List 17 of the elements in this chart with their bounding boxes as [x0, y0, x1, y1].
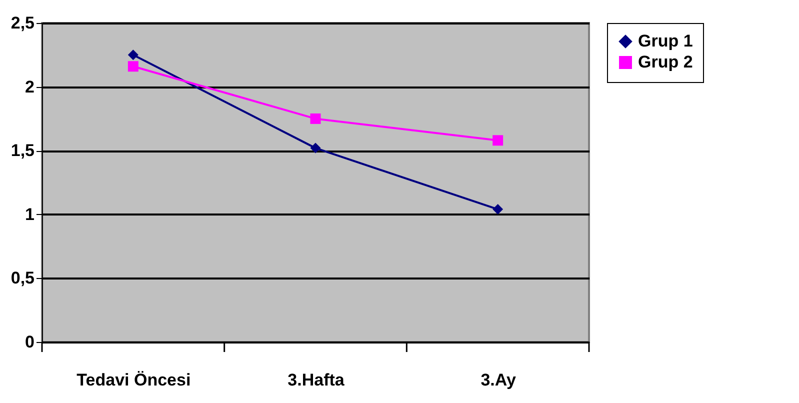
x-tick-label: 3.Ay [480, 370, 517, 390]
y-tick-label: 1 [25, 204, 34, 224]
point [310, 142, 321, 154]
point [128, 61, 138, 72]
point [128, 50, 138, 60]
legend-label: Grup 1 [638, 32, 693, 50]
point [492, 204, 504, 215]
y-tick-label: 2 [25, 77, 34, 96]
y-tick-label: 2,5 [10, 14, 34, 32]
legend-label: Grup 2 [638, 52, 693, 72]
y-tick-label: 0,5 [10, 268, 34, 288]
point [310, 113, 321, 124]
x-tick-label: Tedavi Öncesi [76, 370, 191, 390]
x-tick-label: 3.Hafta [288, 370, 345, 390]
y-tick-label: 0 [25, 332, 34, 352]
point [492, 135, 504, 146]
y-tick-label: 1,5 [10, 141, 34, 160]
